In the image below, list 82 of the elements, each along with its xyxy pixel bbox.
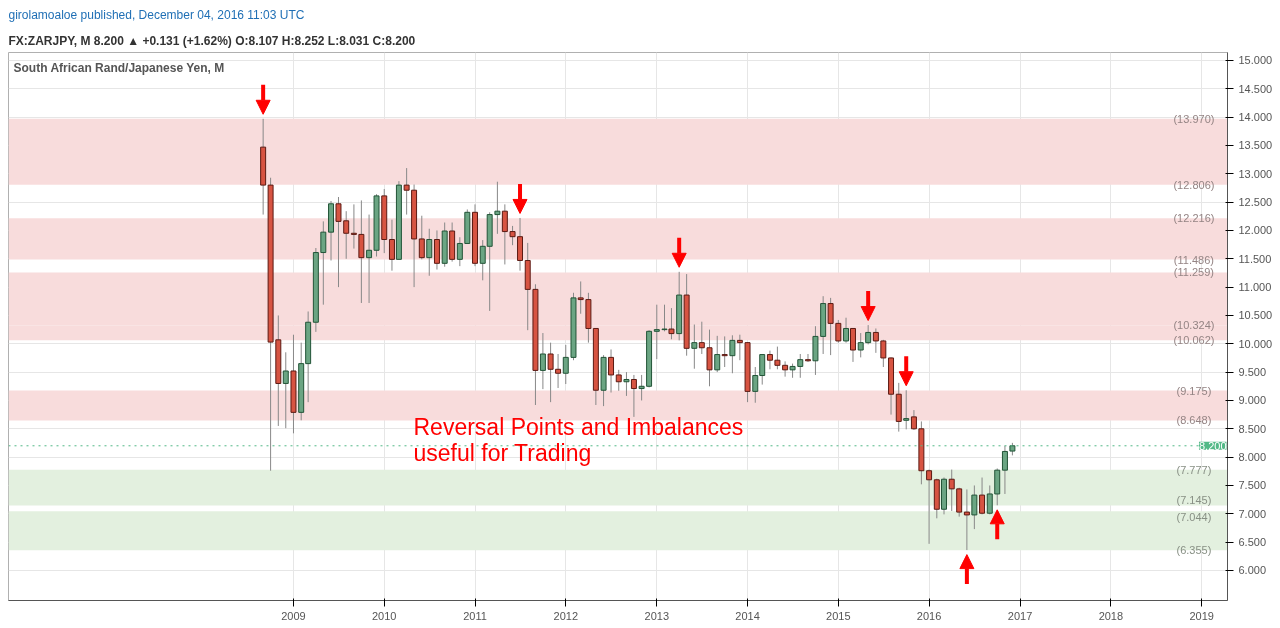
y-tick-label: 6.500 <box>1238 536 1267 549</box>
y-tick-label: 8.000 <box>1238 451 1267 464</box>
y-tick-label: 14.500 <box>1238 82 1273 95</box>
x-tick-label: 2019 <box>1189 609 1214 622</box>
x-tick-label: 2014 <box>735 609 760 622</box>
candlestick <box>366 214 373 304</box>
ref-line-label: 8.200 <box>1198 439 1227 452</box>
annotation: (9.175) <box>1176 384 1212 397</box>
candlestick <box>994 467 1001 506</box>
annotation: (7.777) <box>1176 463 1212 476</box>
y-tick-label: 14.000 <box>1238 111 1273 124</box>
y-tick-label: 11.500 <box>1238 252 1272 265</box>
y-tick-label: 13.000 <box>1238 167 1273 180</box>
y-tick-label: 10.500 <box>1238 309 1273 322</box>
candlestick <box>623 371 630 397</box>
annotation: (11.486) <box>1173 253 1215 266</box>
x-tick-label: 2013 <box>644 609 670 622</box>
candlestick <box>691 324 698 370</box>
annotation: (7.044) <box>1176 511 1212 524</box>
y-tick-label: 7.000 <box>1238 507 1267 520</box>
annotation: (12.216) <box>1173 212 1215 225</box>
candlestick <box>608 348 615 394</box>
text: South African Rand/Japanese Yen, M <box>13 60 225 75</box>
candlestick <box>963 488 970 551</box>
x-tick-label: 2016 <box>916 609 942 622</box>
candlestick <box>872 327 879 354</box>
candlestick <box>388 219 395 272</box>
annotation: (11.259) <box>1173 266 1215 279</box>
text: girolamoaloe published, December 04, 2016 11:03 UTC <box>8 7 305 22</box>
y-tick-label: 13.500 <box>1238 139 1273 152</box>
annotation: (8.648) <box>1176 414 1212 427</box>
candlestick <box>729 334 736 374</box>
annotation: Reversal Points and Imbalances useful for Trading <box>413 413 744 466</box>
candlestick <box>843 317 850 344</box>
candlestick <box>721 335 728 368</box>
x-tick-label: 2012 <box>553 609 579 622</box>
candlestick <box>979 477 986 515</box>
y-tick-label: 7.500 <box>1238 479 1267 492</box>
candlestick <box>668 307 675 340</box>
candlestick <box>403 167 410 216</box>
y-tick-label: 15.000 <box>1238 54 1273 67</box>
x-tick-label: 2010 <box>372 609 397 622</box>
annotation: (13.970) <box>1173 112 1215 125</box>
annotation: (10.062) <box>1173 334 1215 347</box>
annotation: (12.806) <box>1173 178 1215 191</box>
y-tick-label: 12.000 <box>1238 224 1273 237</box>
candlestick <box>782 360 789 378</box>
y-tick-label: 6.000 <box>1238 564 1267 577</box>
candlestick <box>615 369 622 392</box>
annotation: (7.145) <box>1176 493 1212 506</box>
y-tick-label: 8.500 <box>1238 422 1267 435</box>
x-tick-label: 2017 <box>1007 609 1033 622</box>
x-tick-label: 2015 <box>826 609 851 622</box>
annotation: (6.355) <box>1176 544 1212 557</box>
candlestick <box>630 374 637 418</box>
candlestick <box>714 335 721 373</box>
candlestick <box>971 484 978 530</box>
candlestick <box>736 334 743 361</box>
candlestick <box>539 332 546 390</box>
x-tick-label: 2009 <box>281 609 306 622</box>
candlestick <box>986 484 993 515</box>
candlestick <box>418 215 425 260</box>
candlestick <box>1001 445 1008 495</box>
candlestick <box>903 389 910 430</box>
y-tick-label: 12.500 <box>1238 196 1273 209</box>
candlestick <box>910 409 917 431</box>
x-tick-label: 2011 <box>463 609 487 622</box>
y-tick-label: 11.000 <box>1238 281 1272 294</box>
candlestick <box>426 228 433 277</box>
candlestick <box>282 351 289 429</box>
chart-subtitle: FX:ZARJPY, M 8.200 ▲ +0.131 (+1.62%) O:8.107 H:8.252 L:8.031 C:8.200 <box>8 33 416 48</box>
candlestick <box>698 321 705 355</box>
candlestick <box>706 329 713 387</box>
x-tick-label: 2018 <box>1098 609 1124 622</box>
annotation: (10.324) <box>1173 319 1215 332</box>
candlestick <box>880 339 887 368</box>
candlestick <box>850 327 856 363</box>
y-tick-label: 9.000 <box>1238 394 1267 407</box>
candlestick <box>433 229 440 271</box>
candlestick <box>805 353 811 363</box>
y-tick-label: 9.500 <box>1238 366 1267 379</box>
y-tick-label: 10.000 <box>1238 337 1273 350</box>
